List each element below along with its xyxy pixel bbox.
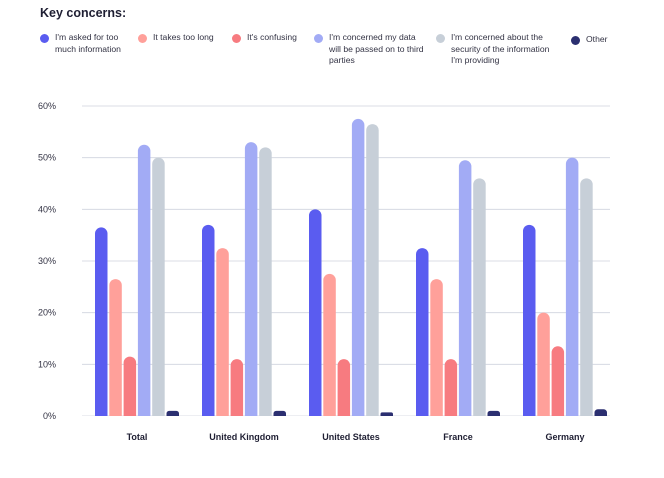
legend-swatch [314,34,323,43]
bar [458,160,472,423]
x-category-label: Germany [545,432,584,442]
legend-label: I'm concerned about the security of the … [451,32,550,65]
bar [323,273,336,423]
bar [416,248,429,423]
bar [109,279,122,423]
bar [537,312,550,423]
legend-item-third-parties: I'm concerned my data will be passed on … [314,32,426,67]
bar [95,227,108,423]
bar [523,224,536,423]
legend-label: It's confusing [247,32,297,42]
legend-item-other: Other [571,32,631,46]
legend-item-security: I'm concerned about the security of the … [436,32,561,67]
bar [202,224,215,423]
x-category-label: United States [322,432,380,442]
legend-swatch [436,34,445,43]
bar [123,356,137,423]
legend-swatch [232,34,241,43]
y-tick-label: 0% [43,411,56,421]
baseline-mask [82,416,610,430]
bar [152,157,165,423]
bar [580,178,593,423]
legend-label: It takes too long [153,32,214,42]
bar [230,359,244,423]
legend: I'm asked for too much information It ta… [40,32,640,72]
legend-label: Other [586,34,608,44]
bar [259,147,272,423]
bar [473,178,486,423]
legend-label: I'm asked for too much information [55,32,121,54]
y-tick-label: 50% [38,153,56,163]
bar [551,346,565,423]
legend-label: I'm concerned my data will be passed on … [329,32,424,65]
legend-swatch [40,34,49,43]
bar [351,118,365,423]
legend-item-too-much-info: I'm asked for too much information [40,32,132,55]
bar [444,359,458,423]
bar [565,157,579,423]
bar [430,279,443,423]
y-tick-label: 10% [38,359,56,369]
bar [137,144,151,423]
y-tick-label: 40% [38,204,56,214]
x-category-label: France [443,432,473,442]
y-tick-label: 30% [38,256,56,266]
x-category-label: Total [127,432,148,442]
y-tick-label: 60% [38,101,56,111]
legend-item-confusing: It's confusing [232,32,318,44]
chart-title: Key concerns: [40,6,127,20]
bar [337,359,351,423]
y-tick-label: 20% [38,308,56,318]
bar [309,209,322,423]
x-category-label: United Kingdom [209,432,279,442]
bar [244,142,258,423]
legend-swatch [138,34,147,43]
bar [366,124,379,423]
legend-item-takes-too-long: It takes too long [138,32,228,44]
legend-swatch [571,36,580,45]
bar [216,248,229,423]
